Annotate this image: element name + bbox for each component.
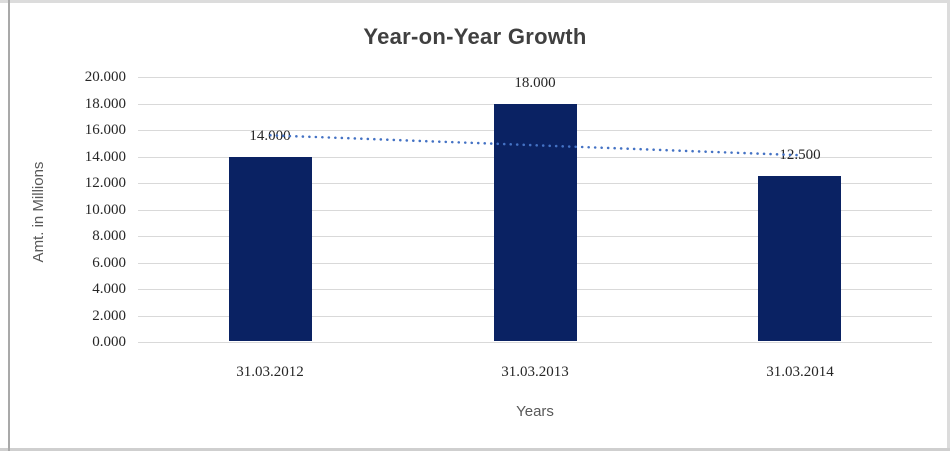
y-tick-label: 20.000 <box>84 69 126 85</box>
window-border-top <box>0 0 950 3</box>
y-tick-label: 16.000 <box>84 122 126 138</box>
window-border-left <box>8 0 10 451</box>
x-category-label: 31.03.2012 <box>236 364 304 380</box>
bar-value-label: 18.000 <box>514 75 556 91</box>
gridline <box>138 342 932 343</box>
y-tick-label: 4.000 <box>92 281 126 297</box>
y-tick-label: 6.000 <box>92 255 126 271</box>
bar-31.03.2013[interactable] <box>494 104 577 341</box>
window-border-bottom <box>0 448 950 451</box>
x-category-label: 31.03.2013 <box>501 364 569 380</box>
y-tick-label: 2.000 <box>92 308 126 324</box>
window-border-right <box>947 0 950 451</box>
gridline <box>138 77 932 78</box>
bar-value-label: 14.000 <box>249 128 291 144</box>
bar-31.03.2014[interactable] <box>758 176 841 341</box>
y-tick-label: 12.000 <box>84 175 126 191</box>
y-tick-label: 8.000 <box>92 228 126 244</box>
x-axis-title: Years <box>516 403 554 420</box>
y-tick-label: 14.000 <box>84 149 126 165</box>
bar-value-label: 12.500 <box>779 147 821 163</box>
y-tick-label: 18.000 <box>84 96 126 112</box>
y-tick-label: 0.000 <box>92 334 126 350</box>
x-category-label: 31.03.2014 <box>766 364 834 380</box>
y-tick-label: 10.000 <box>84 202 126 218</box>
bar-31.03.2012[interactable] <box>229 157 312 341</box>
chart-title: Year-on-Year Growth <box>363 24 587 49</box>
